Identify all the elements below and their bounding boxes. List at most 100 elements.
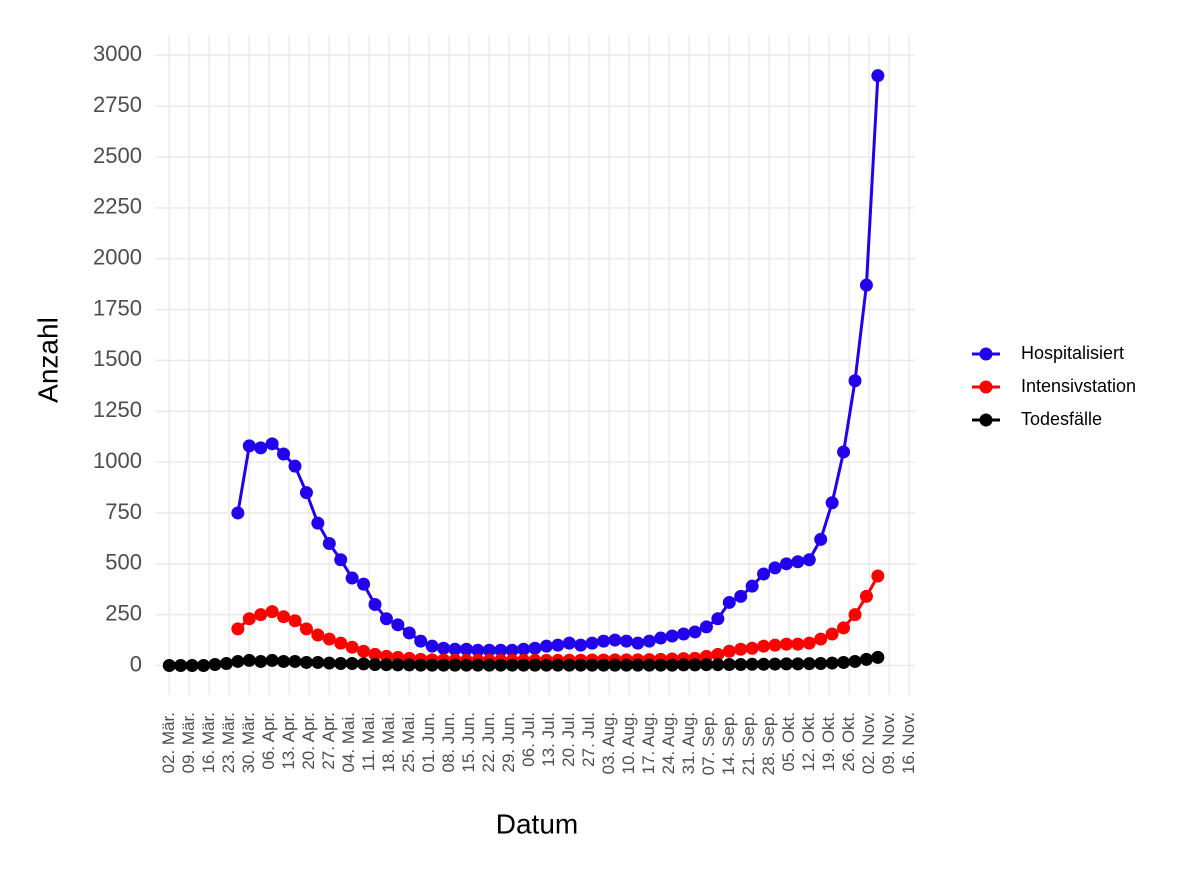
data-point <box>425 639 439 653</box>
data-point <box>802 636 816 650</box>
data-point <box>722 644 736 658</box>
x-tick-label: 08. Jun. <box>439 712 458 773</box>
x-tick-label: 18. Mai. <box>379 712 398 772</box>
data-point <box>265 653 279 667</box>
data-point <box>859 589 873 603</box>
x-tick-label: 21. Sep. <box>739 712 758 775</box>
data-point <box>642 634 656 648</box>
data-point <box>254 608 268 622</box>
data-point <box>619 634 633 648</box>
data-point <box>757 567 771 581</box>
data-point <box>757 639 771 653</box>
x-tick-label: 23. Mär. <box>219 712 238 773</box>
y-tick-label: 2500 <box>93 143 142 168</box>
data-point <box>197 659 211 673</box>
x-tick-label: 09. Nov. <box>879 712 898 774</box>
data-point <box>265 605 279 619</box>
data-point <box>779 637 793 651</box>
data-point <box>859 652 873 666</box>
x-axis-title: Datum <box>496 808 578 839</box>
x-tick-label: 06. Jul. <box>519 712 538 767</box>
data-point <box>425 658 439 672</box>
data-point <box>505 658 519 672</box>
data-point <box>322 656 336 670</box>
x-tick-label: 03. Aug. <box>599 712 618 774</box>
data-point <box>517 642 531 656</box>
data-point <box>299 622 313 636</box>
data-point <box>208 657 222 671</box>
data-point <box>322 536 336 550</box>
x-tick-label: 02. Mär. <box>159 712 178 773</box>
data-point <box>768 561 782 575</box>
x-tick-label: 30. Mär. <box>239 712 258 773</box>
data-point <box>631 658 645 672</box>
data-point <box>437 658 451 672</box>
y-tick-label: 1750 <box>93 295 142 320</box>
x-tick-label: 27. Jul. <box>579 712 598 767</box>
data-point <box>494 643 508 657</box>
data-point <box>231 506 245 520</box>
data-point <box>288 614 302 628</box>
y-tick-label: 3000 <box>93 41 142 66</box>
data-point <box>517 658 531 672</box>
data-point <box>791 637 805 651</box>
y-tick-label: 0 <box>130 651 142 676</box>
x-tick-label: 20. Apr. <box>299 712 318 770</box>
data-point <box>459 658 473 672</box>
x-tick-label: 19. Okt. <box>819 712 838 772</box>
data-point <box>311 655 325 669</box>
data-point <box>242 653 256 667</box>
legend-label: Hospitalisiert <box>1021 343 1124 363</box>
x-tick-label: 01. Jun. <box>419 712 438 773</box>
data-point <box>837 621 851 635</box>
y-tick-label: 1500 <box>93 346 142 371</box>
data-point <box>345 571 359 585</box>
y-axis-title: Anzahl <box>32 317 63 403</box>
data-point <box>357 577 371 591</box>
x-tick-label: 24. Aug. <box>659 712 678 774</box>
y-tick-label: 2000 <box>93 245 142 270</box>
data-point <box>482 658 496 672</box>
x-tick-label: 06. Apr. <box>259 712 278 770</box>
data-point <box>551 658 565 672</box>
data-point <box>185 659 199 673</box>
x-tick-label: 16. Nov. <box>899 712 918 774</box>
data-point <box>791 555 805 569</box>
y-tick-label: 250 <box>105 600 142 625</box>
data-point <box>265 437 279 451</box>
data-point <box>585 658 599 672</box>
data-point <box>722 657 736 671</box>
data-point <box>585 636 599 650</box>
data-point <box>665 629 679 643</box>
data-point <box>288 654 302 668</box>
data-point <box>597 658 611 672</box>
x-tick-label: 09. Mär. <box>179 712 198 773</box>
data-point <box>379 658 393 672</box>
data-point <box>345 640 359 654</box>
data-point <box>608 658 622 672</box>
legend-marker <box>979 380 993 394</box>
data-point <box>231 622 245 636</box>
data-point <box>608 633 622 647</box>
data-point <box>562 636 576 650</box>
data-point <box>311 628 325 642</box>
data-point <box>699 658 713 672</box>
data-point <box>825 627 839 641</box>
data-point <box>837 445 851 459</box>
data-point <box>277 654 291 668</box>
data-point <box>231 654 245 668</box>
x-tick-label: 04. Mai. <box>339 712 358 772</box>
data-point <box>242 439 256 453</box>
data-point <box>757 657 771 671</box>
x-tick-label: 26. Okt. <box>839 712 858 772</box>
data-point <box>334 553 348 567</box>
data-point <box>357 657 371 671</box>
data-point <box>597 634 611 648</box>
data-point <box>288 459 302 473</box>
data-point <box>574 638 588 652</box>
data-point <box>745 657 759 671</box>
data-point <box>814 632 828 646</box>
data-point <box>391 618 405 632</box>
x-tick-label: 10. Aug. <box>619 712 638 774</box>
y-tick-label: 2250 <box>93 194 142 219</box>
